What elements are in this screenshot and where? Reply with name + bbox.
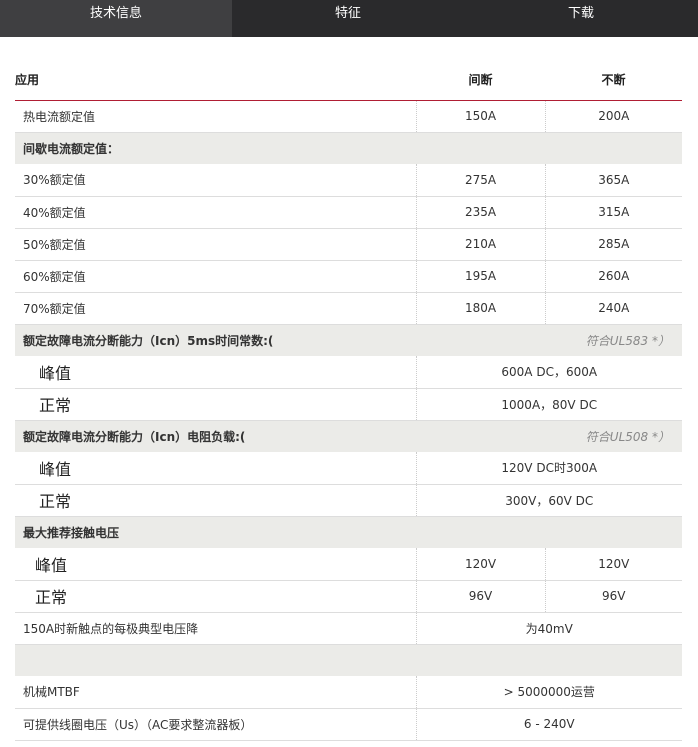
header-app: 应用 xyxy=(15,60,416,101)
row-label: 40%额定值 xyxy=(15,196,416,229)
cell: 285A xyxy=(544,228,682,261)
cell: 365A xyxy=(544,164,682,197)
cell: 200A xyxy=(544,100,682,133)
header-continuous: 不断 xyxy=(545,60,682,101)
cell: 1000A，80V DC xyxy=(415,388,682,421)
row-label: 70%额定值 xyxy=(15,292,416,325)
row-label: 正常 xyxy=(15,388,416,421)
cell: 为40mV xyxy=(415,612,682,645)
row-label: 50%额定值 xyxy=(15,228,416,261)
tab-tech-info[interactable]: 技术信息 xyxy=(0,0,232,37)
header-intermittent: 间断 xyxy=(416,60,545,101)
table-row: 30%额定值 275A 365A xyxy=(15,164,682,197)
cell: 180A xyxy=(415,292,545,325)
row-label: 热电流额定值 xyxy=(15,100,416,133)
row-label: 机械MTBF xyxy=(15,676,416,709)
row-label: 峰值 xyxy=(15,548,416,581)
cell: 120V DC时300A xyxy=(415,452,682,485)
table-row: 峰值 600A DC，600A xyxy=(15,356,682,389)
table-row: 峰值 120V 120V xyxy=(15,548,682,581)
table-row: 150A时新触点的每极典型电压降 为40mV xyxy=(15,612,682,645)
cell: 260A xyxy=(544,260,682,293)
cell: 600A DC，600A xyxy=(415,356,682,389)
section-row: 额定故障电流分断能力（Icn）电阻负载:(符合UL508 *） xyxy=(15,420,682,452)
row-label: 正常 xyxy=(15,484,416,517)
tab-features[interactable]: 特征 xyxy=(334,6,361,21)
section-row: 间歇电流额定值： xyxy=(15,132,682,164)
cell: > 5000000运营 xyxy=(415,676,682,709)
cell: 275A xyxy=(415,164,545,197)
table-row: 正常 96V 96V xyxy=(15,580,682,613)
tab-bar: 技术信息 特征 下载 xyxy=(0,0,698,37)
cell: 240A xyxy=(544,292,682,325)
cell: 300V，60V DC xyxy=(415,484,682,517)
section-label: 额定故障电流分断能力（Icn）5ms时间常数:( xyxy=(15,324,545,356)
table-row: 峰值 120V DC时300A xyxy=(15,452,682,485)
table-row: 50%额定值 210A 285A xyxy=(15,228,682,261)
cell: 150A xyxy=(415,100,545,133)
cell: 120V xyxy=(544,548,682,581)
table-row: 70%额定值 180A 240A xyxy=(15,292,682,325)
empty-row xyxy=(15,644,682,676)
section-note: 符合UL583 *） xyxy=(545,324,682,356)
row-label: 峰值 xyxy=(15,356,416,389)
spec-table: 应用 间断 不断 热电流额定值 150A 200A 间歇电流额定值： 30%额定值 275… xyxy=(15,60,682,741)
section-label: 额定故障电流分断能力（Icn）电阻负载:( xyxy=(15,420,545,452)
tab-downloads[interactable]: 下载 xyxy=(567,6,594,21)
cell: 195A xyxy=(415,260,545,293)
table-row: 正常 300V，60V DC xyxy=(15,484,682,517)
section-note: 符合UL508 *） xyxy=(545,420,682,452)
cell: 315A xyxy=(544,196,682,229)
table-row: 60%额定值 195A 260A xyxy=(15,260,682,293)
table-row: 热电流额定值 150A 200A xyxy=(15,100,682,133)
section-row: 最大推荐接触电压 xyxy=(15,516,682,548)
row-label: 150A时新触点的每极典型电压降 xyxy=(15,612,416,645)
row-label: 峰值 xyxy=(15,452,416,485)
row-label: 正常 xyxy=(15,580,416,613)
cell: 235A xyxy=(415,196,545,229)
row-label: 30%额定值 xyxy=(15,164,416,197)
table-row: 机械MTBF > 5000000运营 xyxy=(15,676,682,709)
table-row: 可提供线圈电压（Us）（AC要求整流器板） 6 - 240V xyxy=(15,708,682,741)
section-row: 额定故障电流分断能力（Icn）5ms时间常数:(符合UL583 *） xyxy=(15,324,682,356)
table-row: 正常 1000A，80V DC xyxy=(15,388,682,421)
cell: 120V xyxy=(415,548,545,581)
cell: 96V xyxy=(544,580,682,613)
table-header: 应用 间断 不断 xyxy=(15,60,682,101)
cell: 210A xyxy=(415,228,545,261)
cell: 96V xyxy=(415,580,545,613)
section-label: 最大推荐接触电压 xyxy=(15,516,682,548)
row-label: 可提供线圈电压（Us）（AC要求整流器板） xyxy=(15,708,416,741)
section-label: 间歇电流额定值： xyxy=(15,132,682,164)
cell: 6 - 240V xyxy=(415,708,682,741)
empty-cell xyxy=(15,644,682,676)
row-label: 60%额定值 xyxy=(15,260,416,293)
table-row: 40%额定值 235A 315A xyxy=(15,196,682,229)
